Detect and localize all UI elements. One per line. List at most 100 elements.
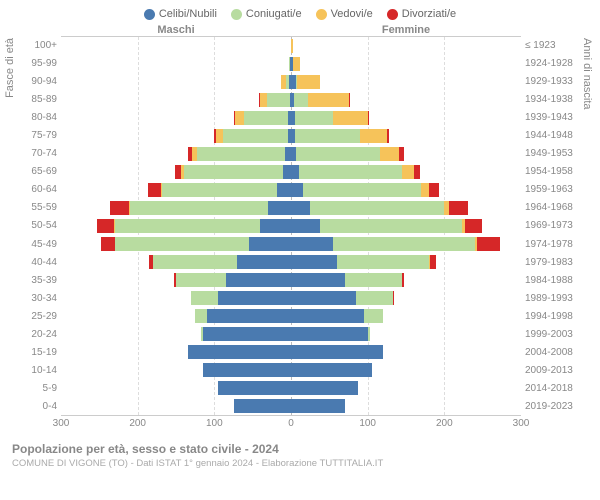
birth-year-label: 1989-1993: [521, 289, 581, 307]
bar-segment: [293, 57, 300, 71]
legend-swatch: [144, 9, 155, 20]
bar-segment: [197, 147, 285, 161]
age-label: 85-89: [17, 90, 61, 108]
birth-year-labels: ≤ 19231924-19281929-19331934-19381939-19…: [521, 36, 581, 416]
bar-segment: [320, 219, 462, 233]
bar-segment: [294, 93, 308, 107]
bar-segment: [368, 111, 370, 125]
legend-item: Divorziati/e: [387, 8, 456, 20]
birth-year-label: 1939-1943: [521, 108, 581, 126]
bar-segment: [260, 219, 291, 233]
bar-segment: [295, 111, 333, 125]
bar-segment: [393, 291, 394, 305]
x-tick: 0: [288, 418, 294, 429]
birth-year-label: 1979-1983: [521, 253, 581, 271]
age-label: 90-94: [17, 72, 61, 90]
x-axis: 3002001000100200300: [61, 416, 521, 434]
bar-row: [61, 55, 521, 73]
age-group-labels: 100+95-9990-9485-8980-8475-7970-7465-696…: [17, 36, 61, 416]
bar-segment: [234, 399, 292, 413]
legend-item: Coniugati/e: [231, 8, 302, 20]
birth-year-label: 1999-2003: [521, 326, 581, 344]
plot: [61, 36, 521, 416]
bar-segment: [308, 93, 349, 107]
age-label: 50-54: [17, 217, 61, 235]
birth-year-label: 1924-1928: [521, 54, 581, 72]
bar-segment: [291, 291, 356, 305]
bar-segment: [191, 291, 218, 305]
bar-segment: [291, 345, 383, 359]
bar-segment: [299, 165, 403, 179]
birth-year-label: 1944-1948: [521, 126, 581, 144]
age-label: 75-79: [17, 126, 61, 144]
bar-segment: [218, 291, 291, 305]
bar-segment: [148, 183, 160, 197]
x-tick: 200: [436, 418, 453, 429]
age-label: 40-44: [17, 253, 61, 271]
y-right-axis-title: Anni di nascita: [581, 36, 593, 112]
bar-segment: [223, 129, 288, 143]
bar-segment: [291, 201, 310, 215]
bar-segment: [345, 273, 403, 287]
x-tick: 100: [359, 418, 376, 429]
bar-row: [61, 343, 521, 361]
legend: Celibi/NubiliConiugati/eVedovi/eDivorzia…: [4, 8, 596, 20]
bar-segment: [291, 237, 333, 251]
bar-segment: [291, 363, 372, 377]
birth-year-label: 1964-1968: [521, 199, 581, 217]
bar-segment: [268, 201, 291, 215]
male-header: Maschi: [61, 24, 291, 36]
bar-segment: [277, 183, 291, 197]
birth-year-label: 1949-1953: [521, 145, 581, 163]
bar-segment: [430, 255, 436, 269]
bar-segment: [333, 237, 475, 251]
bar-segment: [291, 381, 358, 395]
birth-year-label: 1974-1978: [521, 235, 581, 253]
age-label: 55-59: [17, 199, 61, 217]
bar-segment: [130, 201, 268, 215]
bar-segment: [291, 39, 293, 53]
birth-year-label: ≤ 1923: [521, 36, 581, 54]
bars: [61, 37, 521, 415]
legend-item: Vedovi/e: [316, 8, 373, 20]
bar-segment: [267, 93, 290, 107]
birth-year-label: 2004-2008: [521, 344, 581, 362]
bar-row: [61, 217, 521, 235]
bar-segment: [101, 237, 115, 251]
age-label: 60-64: [17, 181, 61, 199]
bar-segment: [249, 237, 291, 251]
age-label: 70-74: [17, 145, 61, 163]
bar-segment: [162, 183, 277, 197]
bar-segment: [235, 111, 244, 125]
footer: Popolazione per età, sesso e stato civil…: [12, 442, 596, 469]
bar-row: [61, 181, 521, 199]
legend-label: Vedovi/e: [331, 8, 373, 20]
birth-year-label: 1929-1933: [521, 72, 581, 90]
age-label: 25-29: [17, 307, 61, 325]
bar-segment: [115, 237, 249, 251]
age-label: 100+: [17, 36, 61, 54]
bar-segment: [368, 327, 370, 341]
birth-year-label: 1954-1958: [521, 163, 581, 181]
bar-segment: [203, 327, 291, 341]
bar-segment: [402, 165, 414, 179]
birth-year-label: 1959-1963: [521, 181, 581, 199]
bar-segment: [477, 237, 500, 251]
x-tick: 300: [513, 418, 530, 429]
age-label: 20-24: [17, 326, 61, 344]
plot-area: Fasce di età 100+95-9990-9485-8980-8475-…: [4, 36, 596, 416]
bar-segment: [237, 255, 291, 269]
bar-segment: [399, 147, 404, 161]
age-label: 15-19: [17, 344, 61, 362]
bar-segment: [310, 201, 444, 215]
birth-year-label: 1934-1938: [521, 90, 581, 108]
bar-segment: [333, 111, 368, 125]
bar-row: [61, 73, 521, 91]
bar-segment: [110, 201, 129, 215]
bar-segment: [176, 273, 226, 287]
bar-segment: [402, 273, 404, 287]
bar-segment: [283, 165, 291, 179]
bar-segment: [216, 129, 223, 143]
bar-row: [61, 127, 521, 145]
bar-segment: [207, 309, 291, 323]
